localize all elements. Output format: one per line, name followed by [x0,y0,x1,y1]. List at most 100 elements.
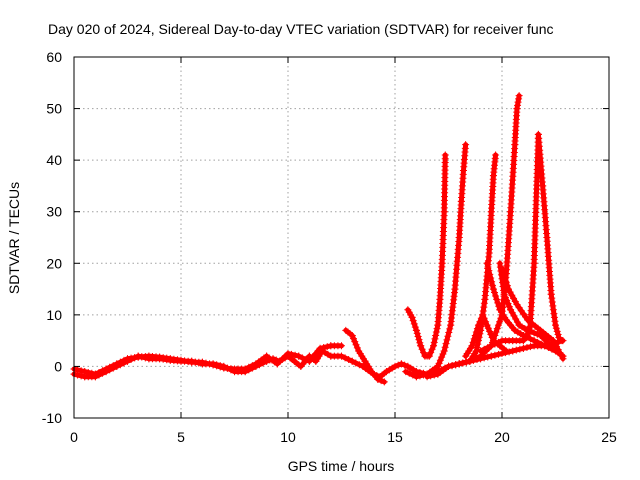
data-point-marker [173,356,181,364]
data-point-marker [295,352,303,360]
data-point-marker [462,358,470,366]
data-point-marker [380,378,388,386]
data-point-marker [521,325,529,333]
data-point-marker [131,354,139,362]
data-point-marker [496,259,504,267]
data-point-marker [495,302,503,310]
data-point-marker [415,336,423,344]
data-point-marker [91,370,99,378]
y-axis-label: SDTVAR / TECUs [6,182,22,294]
x-axis-label: GPS time / hours [288,458,395,474]
data-point-marker [493,295,501,303]
y-tick-label: 20 [46,255,62,271]
data-point-marker [473,344,481,352]
data-point-marker [530,337,538,345]
data-point-marker [523,333,531,341]
data-point-marker [163,354,171,362]
data-point-marker [504,300,512,308]
data-point-marker [548,298,556,306]
data-point-marker [324,350,332,358]
data-point-marker [519,344,527,352]
data-point-marker [487,342,495,350]
data-point-marker [248,362,256,370]
data-point-marker [198,358,206,366]
data-point-marker [443,336,451,344]
data-point-marker [486,327,494,335]
data-point-marker [533,330,541,338]
data-point-marker [436,356,444,364]
data-point-marker [102,365,110,373]
data-point-marker [509,347,517,355]
data-point-marker [507,306,515,314]
data-point-marker [474,340,482,348]
series-decay-20.3h-markers [498,264,567,363]
data-point-marker [479,311,487,319]
data-point-marker [434,362,442,370]
data-point-marker [81,368,89,376]
data-point-marker [500,290,508,298]
data-point-marker [474,321,482,329]
data-point-marker [527,328,535,336]
data-point-marker [353,344,361,352]
data-point-marker [430,371,438,379]
data-point-marker [527,335,535,343]
data-point-marker [435,359,443,367]
data-point-marker [241,365,249,373]
data-point-marker [503,282,511,290]
data-point-marker [405,369,413,377]
data-point-marker [408,313,416,321]
data-point-marker [551,340,559,348]
y-tick-label: 60 [46,49,62,65]
data-point-marker [511,297,519,305]
data-point-marker [486,270,494,278]
data-point-marker [515,92,523,100]
data-point-marker [547,290,555,298]
y-tick-label: -10 [42,410,62,426]
data-point-marker [469,338,477,346]
data-point-marker [492,328,500,336]
data-point-marker [432,331,440,339]
data-point-marker [518,323,526,331]
data-point-marker [427,349,435,357]
data-point-marker [491,351,499,359]
x-tick-label: 20 [494,429,510,445]
data-point-marker [413,329,421,337]
data-point-marker [491,289,499,297]
data-point-marker [502,278,510,286]
data-point-marker [416,372,424,380]
data-point-marker [452,361,460,369]
data-point-marker [444,332,452,340]
data-point-marker [388,364,396,372]
data-point-marker [484,263,492,271]
data-point-marker [503,296,511,304]
data-point-marker [514,328,522,336]
data-point-marker [500,286,508,294]
y-tick-label: 40 [46,152,62,168]
data-point-marker [494,299,502,307]
data-point-marker [493,325,501,333]
data-point-marker [416,339,424,347]
data-point-marker [409,371,417,379]
data-point-marker [420,349,428,357]
data-point-marker [397,360,405,368]
data-point-marker [530,329,538,337]
data-point-marker [402,368,410,376]
data-point-marker [484,324,492,332]
y-tick-label: 0 [54,358,62,374]
data-point-marker [448,362,456,370]
series-blip-12.8h-markers [342,326,388,386]
x-tick-label: 10 [280,429,296,445]
data-point-marker [554,346,562,354]
data-point-marker [517,330,525,338]
data-point-marker [410,320,418,328]
data-point-marker [556,349,564,357]
x-tick-label: 5 [177,429,185,445]
data-point-marker [501,293,509,301]
tick-layer: 0 5 10 15 20 25 -10 0 10 20 30 40 50 60 [42,49,617,445]
data-point-marker [502,347,510,355]
data-point-marker [527,343,535,351]
data-point-marker [514,98,522,106]
data-point-marker [445,329,453,337]
data-point-marker [431,335,439,343]
data-point-marker [455,360,463,368]
